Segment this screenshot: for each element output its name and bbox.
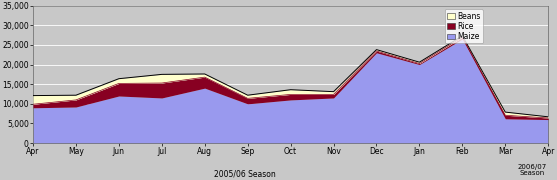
Legend: Beans, Rice, Maize: Beans, Rice, Maize <box>444 9 482 43</box>
Text: 2005/06 Season: 2005/06 Season <box>214 169 276 178</box>
Text: 2006/07
Season: 2006/07 Season <box>517 164 546 176</box>
